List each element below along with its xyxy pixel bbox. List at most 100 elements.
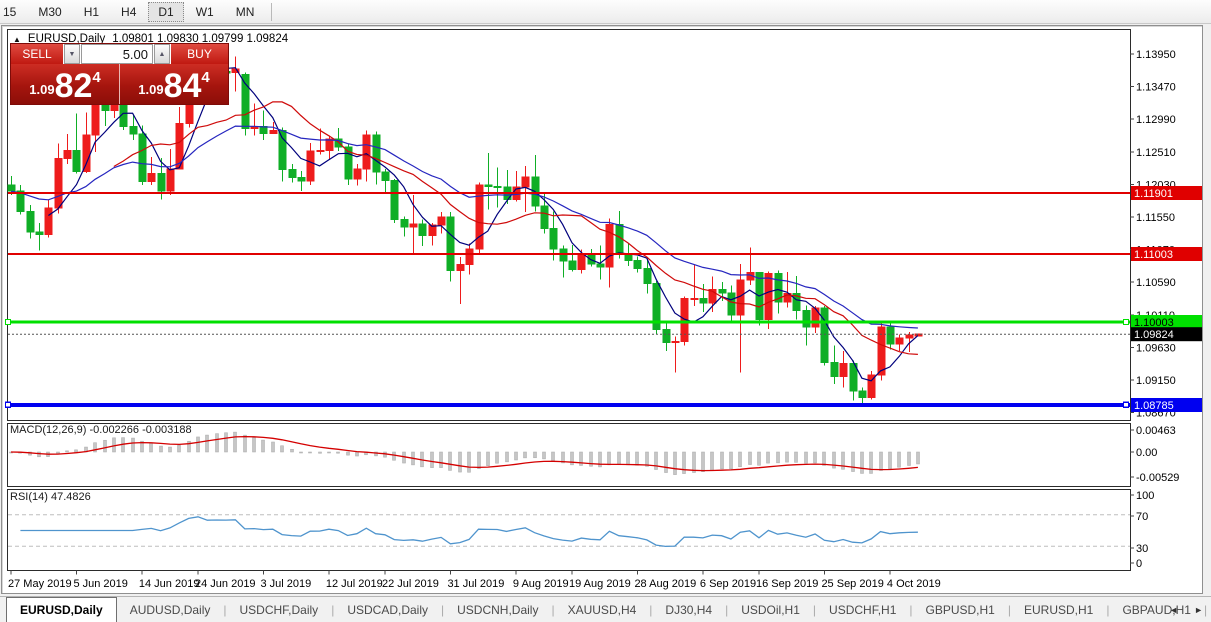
svg-text:22 Jul 2019: 22 Jul 2019 — [382, 578, 439, 590]
svg-text:1.10590: 1.10590 — [1136, 277, 1176, 289]
chart-tab-xauusd-h4[interactable]: XAUUSD,H4 — [567, 602, 637, 617]
chart-tab-usdchf-daily[interactable]: USDCHF,Daily — [239, 602, 319, 617]
tab-separator: | — [441, 602, 445, 617]
svg-text:24 Jun 2019: 24 Jun 2019 — [195, 578, 256, 590]
tab-separator: | — [331, 602, 335, 617]
tab-separator: | — [909, 602, 913, 617]
tab-separator: | — [1203, 602, 1208, 617]
timeframe-button-m30[interactable]: M30 — [38, 4, 62, 19]
rsi-pane: 100 70 30 0 — [8, 490, 1154, 570]
chart-tab-gbpusd-h1[interactable]: GBPUSD,H1 — [925, 602, 995, 617]
tab-separator: | — [725, 602, 729, 617]
svg-text:1.08785: 1.08785 — [1134, 400, 1174, 412]
svg-text:16 Sep 2019: 16 Sep 2019 — [756, 578, 818, 590]
rsi-indicator-label: RSI(14) 47.4826 — [10, 491, 91, 503]
moving-averages — [10, 67, 919, 382]
svg-text:14 Jun 2019: 14 Jun 2019 — [139, 578, 200, 590]
tab-separator: | — [1106, 602, 1110, 617]
chart-ohlc-label: 1.09801 1.09830 1.09799 1.09824 — [112, 33, 289, 45]
svg-text:28 Aug 2019: 28 Aug 2019 — [634, 578, 696, 590]
tab-scroll-right-icon[interactable]: ► — [1194, 605, 1203, 615]
tab-separator: | — [649, 602, 653, 617]
tab-separator: | — [812, 602, 817, 617]
buy-price-big: 84 — [163, 67, 202, 106]
svg-text:1.12990: 1.12990 — [1136, 114, 1176, 126]
svg-text:12 Jul 2019: 12 Jul 2019 — [326, 578, 383, 590]
timeframe-button-w1[interactable]: W1 — [195, 4, 214, 19]
svg-text:1.11003: 1.11003 — [1134, 249, 1173, 261]
chart-tab-usdchf-h1[interactable]: USDCHF,H1 — [829, 602, 897, 617]
svg-text:0: 0 — [1136, 558, 1142, 570]
svg-text:1.13950: 1.13950 — [1136, 49, 1176, 61]
buy-price-prefix: 1.09 — [138, 82, 164, 97]
svg-text:70: 70 — [1136, 511, 1148, 523]
title-triangle-icon: ▲ — [13, 34, 21, 44]
svg-text:25 Sep 2019: 25 Sep 2019 — [821, 578, 883, 590]
chart-tab-eurusd-h1[interactable]: EURUSD,H1 — [1023, 602, 1094, 617]
svg-text:9 Aug 2019: 9 Aug 2019 — [513, 578, 569, 590]
sell-price-pip: 4 — [92, 69, 101, 86]
tab-separator: | — [223, 602, 227, 617]
sell-price-prefix: 1.09 — [29, 82, 55, 97]
svg-text:4 Oct 2019: 4 Oct 2019 — [887, 578, 941, 590]
trade-panel-controls: SELL ▼ ▲ BUY — [11, 44, 228, 64]
sell-button[interactable]: SELL — [11, 44, 63, 64]
macd-name: MACD(12,26,9) — [10, 424, 87, 436]
timeframe-button-15[interactable]: 15 — [3, 4, 17, 19]
svg-text:31 Jul 2019: 31 Jul 2019 — [447, 578, 504, 590]
svg-text:1.09630: 1.09630 — [1136, 342, 1176, 354]
chart-tab-usdcad-daily[interactable]: USDCAD,Daily — [347, 602, 428, 617]
chart-tab-bar: EURUSD,Daily AUDUSD,Daily | USDCHF,Daily | US… — [0, 596, 1211, 622]
chart-tab-eurusd-daily[interactable]: EURUSD,Daily — [6, 597, 117, 622]
tab-separator: | — [551, 602, 555, 617]
toolbar-separator — [271, 2, 273, 21]
svg-text:1.09150: 1.09150 — [1136, 375, 1176, 387]
macd-values: -0.002266 -0.003188 — [89, 424, 192, 436]
rsi-name: RSI(14) — [10, 491, 48, 503]
macd-indicator-label: MACD(12,26,9) -0.002266 -0.003188 — [10, 424, 192, 436]
chart-title: ▲ EURUSD,Daily 1.09801 1.09830 1.09799 1… — [13, 33, 288, 45]
volume-increase-button[interactable]: ▲ — [154, 44, 170, 64]
price-axis: 1.139501.134701.129901.125101.120301.115… — [1130, 49, 1176, 420]
timeframe-button-d1[interactable]: D1 — [148, 1, 184, 22]
svg-text:30: 30 — [1136, 543, 1148, 555]
current-price-marker: 1.09824 — [8, 327, 1202, 342]
chart-window — [1, 25, 1203, 594]
chart-tab-audusd-daily[interactable]: AUDUSD,Daily — [129, 602, 211, 617]
chart-tab-dj30-h4[interactable]: DJ30,H4 — [665, 602, 713, 617]
volume-decrease-button[interactable]: ▼ — [64, 44, 80, 64]
chart-tab-usdcnh-daily[interactable]: USDCNH,Daily — [457, 602, 539, 617]
svg-text:1.09824: 1.09824 — [1134, 329, 1174, 341]
svg-text:1.11550: 1.11550 — [1136, 212, 1175, 224]
svg-text:1.12510: 1.12510 — [1136, 147, 1176, 159]
svg-text:1.11901: 1.11901 — [1134, 188, 1173, 200]
timeframe-button-h4[interactable]: H4 — [121, 4, 137, 19]
price-divider — [119, 64, 120, 104]
sell-price-big: 82 — [54, 67, 93, 106]
chart-tab-gbpaud-h1[interactable]: GBPAUD,H1 — [1122, 602, 1191, 617]
svg-text:27 May 2019: 27 May 2019 — [8, 578, 72, 590]
volume-input[interactable] — [81, 44, 153, 64]
sell-price-display[interactable]: 1.09 82 4 — [11, 64, 119, 104]
chart-tab-usdoil-h1[interactable]: USDOil,H1 — [741, 602, 800, 617]
buy-price-display[interactable]: 1.09 84 4 — [120, 64, 228, 104]
svg-text:0.00463: 0.00463 — [1136, 425, 1176, 437]
timeframe-button-mn[interactable]: MN — [235, 4, 255, 19]
chart-symbol-label: EURUSD,Daily — [27, 33, 106, 45]
tab-scroll-arrows: ◄ ► — [1169, 597, 1203, 622]
svg-text:1.10003: 1.10003 — [1134, 317, 1174, 329]
timeframe-button-h1[interactable]: H1 — [83, 4, 100, 19]
buy-button[interactable]: BUY — [171, 44, 228, 64]
svg-text:0.00: 0.00 — [1136, 447, 1157, 459]
rsi-value: 47.4826 — [50, 491, 91, 503]
svg-text:100: 100 — [1136, 490, 1154, 502]
tab-scroll-left-icon[interactable]: ◄ — [1169, 605, 1179, 615]
buy-price-pip: 4 — [201, 69, 210, 86]
horizontal-lines: 1.11901 1.11003 1.10003 1.08785 — [4, 186, 1202, 412]
svg-text:-0.00529: -0.00529 — [1136, 472, 1179, 484]
macd-pane: 0.00463 0.00 -0.00529 — [9, 425, 1179, 484]
svg-text:5 Jun 2019: 5 Jun 2019 — [73, 578, 127, 590]
